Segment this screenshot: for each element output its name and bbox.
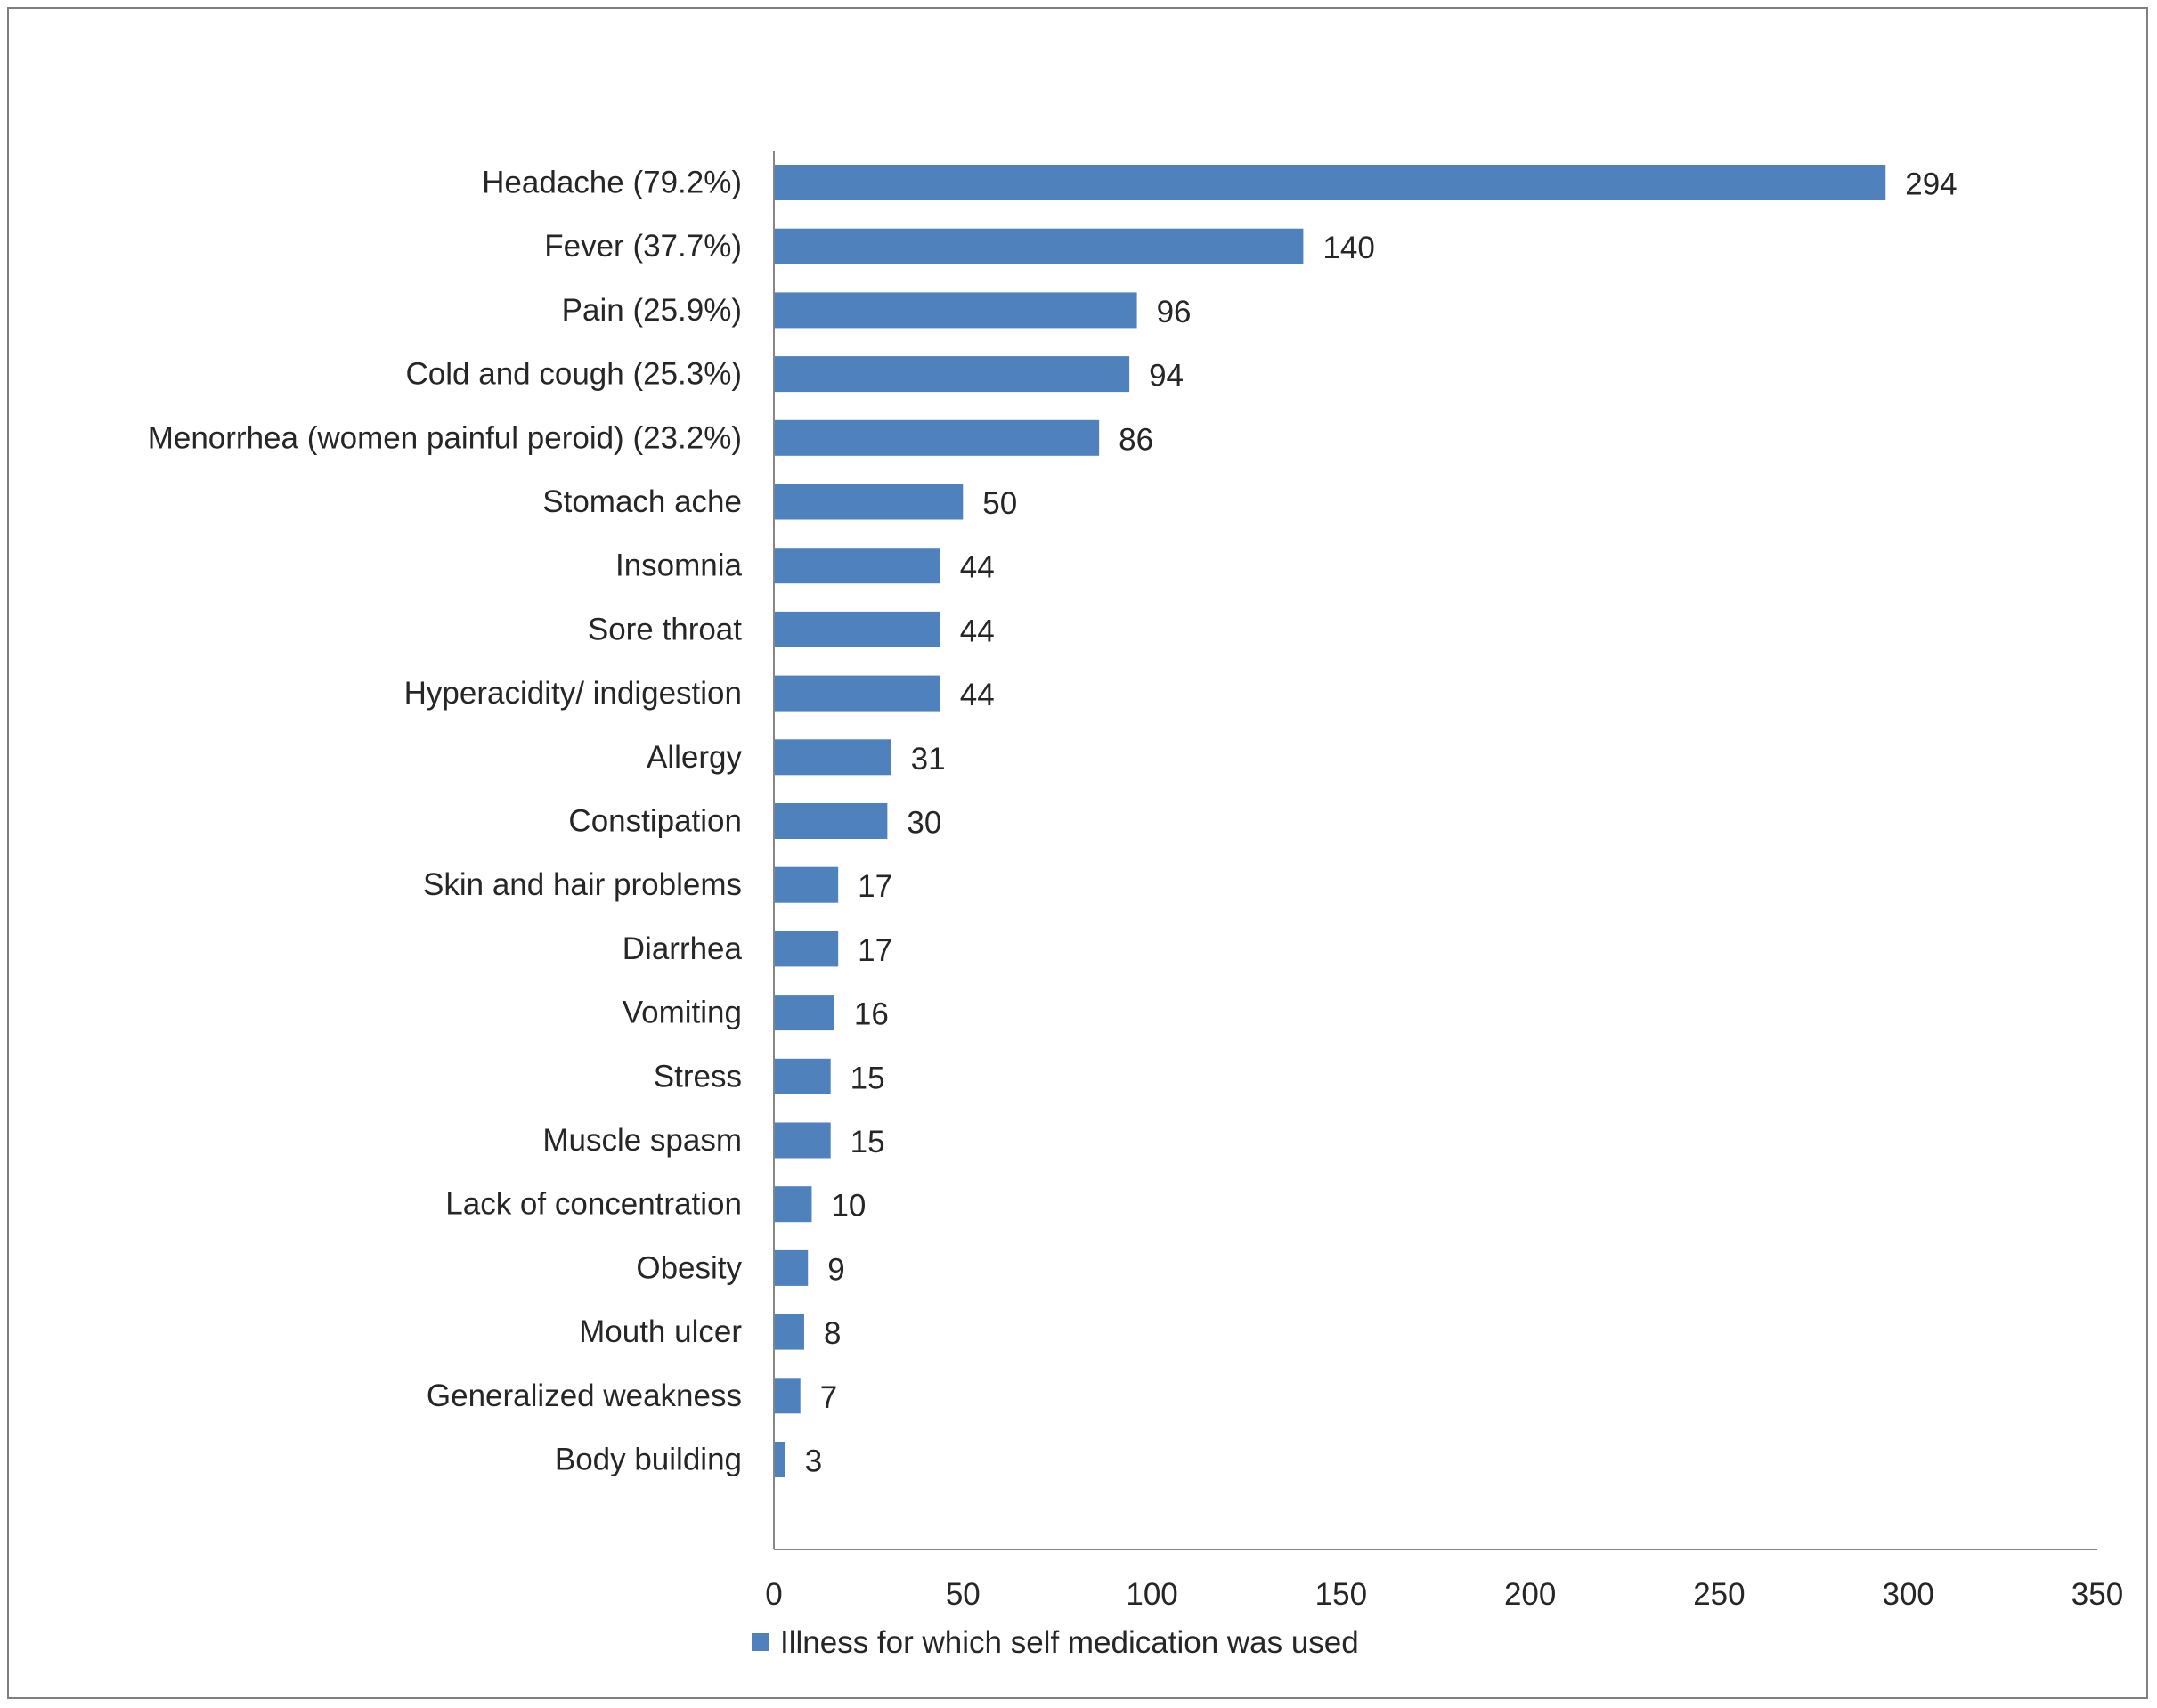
x-axis-ticks: 0 50 100 150 200 250 300 350: [765, 1577, 2123, 1612]
bar: [774, 1314, 804, 1350]
category-label: Body building: [555, 1443, 742, 1477]
data-label: 3: [805, 1444, 822, 1479]
data-label: 44: [960, 678, 995, 712]
legend-label: Illness for which self medication was us…: [780, 1625, 1359, 1660]
bar: [774, 356, 1130, 393]
category-label: Skin and hair problems: [423, 867, 742, 902]
bar: [774, 1122, 831, 1159]
bar: [774, 611, 940, 647]
data-label: 17: [858, 933, 892, 968]
data-label: 140: [1323, 231, 1374, 265]
category-label: Cold and cough (25.3%): [406, 357, 742, 392]
bar: [774, 866, 839, 903]
category-label: Obesity: [636, 1250, 742, 1285]
data-label: 50: [982, 486, 1017, 521]
bars-layer: [774, 165, 1886, 1477]
data-label: 16: [854, 997, 889, 1032]
x-tick-label: 50: [946, 1577, 981, 1612]
legend-swatch: [752, 1633, 769, 1651]
bar: [774, 548, 940, 584]
category-label: Diarrhea: [623, 931, 743, 966]
data-label: 44: [960, 614, 995, 648]
category-label: Fever (37.7%): [544, 229, 742, 264]
category-label: Allergy: [647, 740, 742, 775]
bar: [774, 1442, 785, 1477]
x-tick-label: 250: [1693, 1577, 1745, 1612]
data-label: 10: [831, 1189, 866, 1224]
category-label: Lack of concentration: [445, 1187, 742, 1222]
data-label: 30: [907, 806, 941, 841]
category-label: Generalized weakness: [427, 1379, 742, 1413]
data-label: 9: [827, 1252, 844, 1287]
category-label: Headache (79.2%): [482, 166, 742, 200]
x-tick-label: 300: [1883, 1577, 1934, 1612]
data-label: 15: [851, 1125, 885, 1159]
bar: [774, 1058, 831, 1094]
category-label: Mouth ulcer: [579, 1314, 742, 1349]
chart-frame: Headache (79.2%) 294 Fever (37.7%) 140 Pain …: [7, 7, 2148, 1699]
data-label: 94: [1149, 359, 1184, 394]
bar: [774, 1378, 801, 1414]
data-label: 86: [1119, 422, 1153, 457]
bar: [774, 165, 1886, 200]
category-label: Stress: [654, 1059, 742, 1094]
category-label: Vomiting: [623, 996, 742, 1030]
axes-layer: [773, 151, 2097, 1550]
bar: [774, 931, 839, 967]
data-label: 15: [851, 1061, 885, 1095]
bar: [774, 484, 964, 520]
category-label: Sore throat: [588, 612, 742, 647]
x-tick-label: 350: [2072, 1577, 2123, 1612]
legend: Illness for which self medication was us…: [752, 1625, 1359, 1660]
data-label: 294: [1905, 167, 1957, 202]
category-label: Pain (25.9%): [562, 293, 742, 328]
data-label: 96: [1157, 295, 1192, 329]
x-tick-label: 0: [765, 1577, 782, 1612]
data-label: 31: [911, 742, 946, 777]
bar: [774, 803, 888, 839]
x-tick-label: 200: [1504, 1577, 1556, 1612]
bar: [774, 1249, 809, 1286]
category-label: Insomnia: [615, 549, 743, 583]
data-label: 8: [824, 1316, 841, 1351]
x-tick-label: 150: [1315, 1577, 1367, 1612]
category-label: Menorrhea (women painful peroid) (23.2%): [148, 420, 742, 455]
bar: [774, 739, 891, 776]
bar-chart: Headache (79.2%) 294 Fever (37.7%) 140 Pain …: [148, 151, 2123, 1660]
bar: [774, 419, 1100, 456]
data-label: 17: [858, 869, 892, 904]
x-tick-label: 100: [1126, 1577, 1177, 1612]
category-label: Constipation: [568, 804, 742, 839]
bar: [774, 995, 834, 1031]
data-label: 44: [960, 550, 995, 585]
category-label: Stomach ache: [542, 484, 742, 519]
data-label: 7: [820, 1380, 837, 1415]
bar: [774, 228, 1304, 264]
category-label: Hyperacidity/ indigestion: [404, 676, 742, 711]
category-label: Muscle spasm: [542, 1123, 742, 1158]
bar: [774, 675, 940, 712]
bar: [774, 292, 1137, 329]
labels-layer: Headache (79.2%) 294 Fever (37.7%) 140 Pain …: [148, 166, 1958, 1479]
bar: [774, 1186, 812, 1223]
